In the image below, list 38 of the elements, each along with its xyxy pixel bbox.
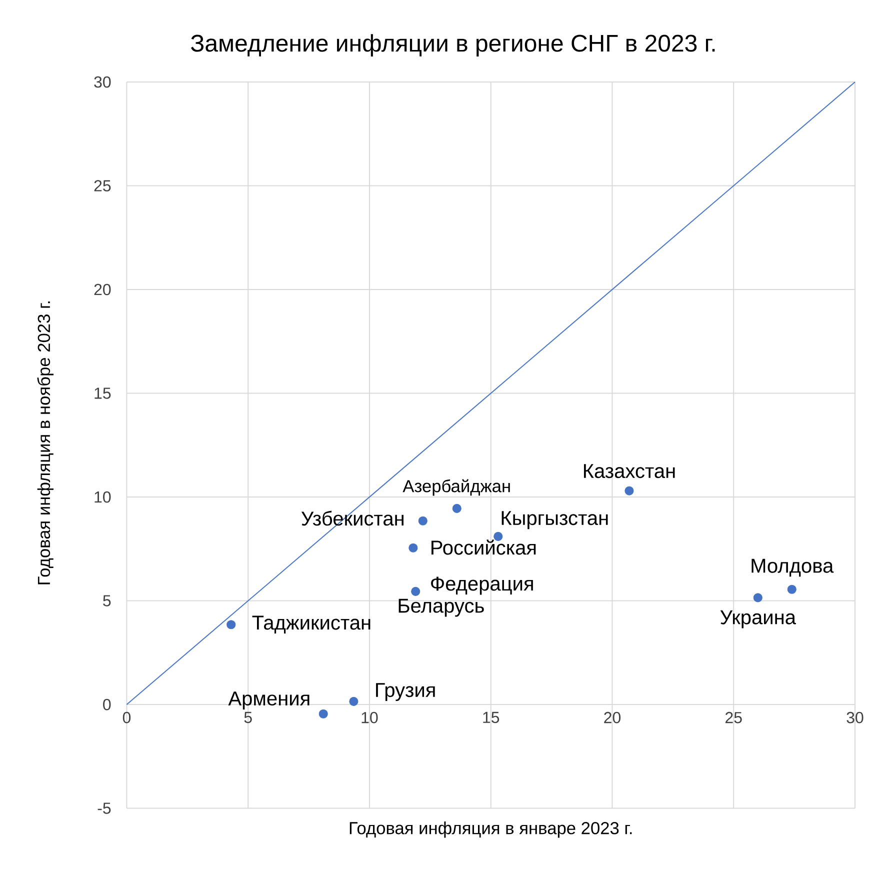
point	[418, 516, 428, 526]
annotation: Молдова	[752, 559, 834, 577]
point	[408, 543, 418, 553]
point	[787, 585, 796, 594]
point	[318, 710, 328, 719]
x-axis-title: Годовая инфляция в январе 2023 г.	[350, 822, 632, 838]
x-tick-label: 30	[846, 712, 864, 724]
y-tick-label: 10	[94, 492, 111, 503]
y-tick-label: 20	[94, 284, 111, 296]
annotation: Кыргызстан	[502, 511, 608, 530]
x-tick-label: 0	[122, 712, 131, 724]
y-tick-label: -5	[98, 802, 111, 814]
annotation: Таджикистан	[252, 616, 370, 634]
y-tick-label: 0	[103, 699, 111, 710]
annotation: Армения	[228, 692, 310, 710]
annotation: Российская Федерация	[431, 540, 536, 595]
annotation: Украина	[720, 610, 796, 628]
x-tick-label: 20	[604, 712, 621, 724]
annotation: Казахстан	[584, 464, 675, 478]
point	[452, 504, 462, 514]
x-tick-label: 15	[483, 712, 500, 724]
y-tick-label: 30	[94, 76, 111, 88]
y-tick-label: 25	[94, 180, 111, 192]
point	[624, 486, 634, 496]
annotation: Грузия	[376, 683, 435, 702]
y-axis-title: Годовая инфляция в ноябре 2023 г.	[37, 302, 54, 584]
x-tick-label: 5	[244, 712, 252, 724]
annotation: Беларусь	[398, 598, 484, 617]
point	[226, 620, 236, 630]
point	[349, 697, 358, 706]
x-tick-label: 10	[362, 712, 378, 724]
annotation: Азербайджан	[402, 479, 510, 496]
y-tick-label: 5	[103, 595, 111, 607]
chart-title: Замедление инфляции в регионе СНГ в 2023 г.	[190, 34, 715, 57]
point	[411, 587, 420, 596]
x-tick-label: 25	[726, 712, 742, 724]
y-tick-label: 15	[94, 388, 111, 400]
point	[753, 593, 762, 602]
